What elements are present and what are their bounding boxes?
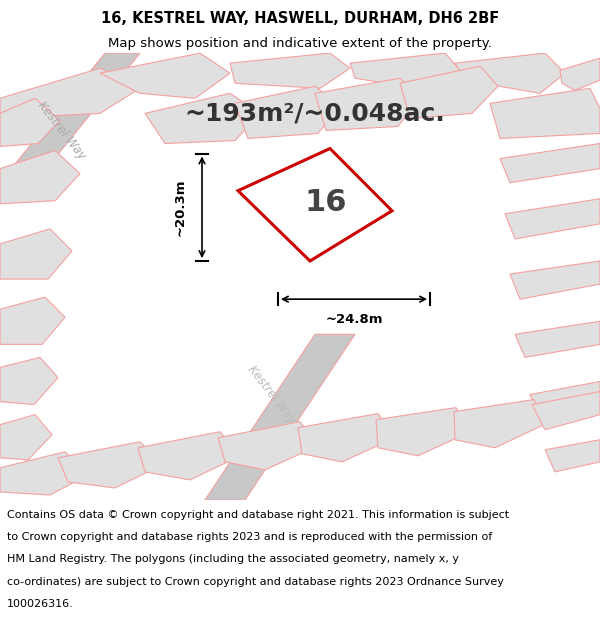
Polygon shape [0,53,140,189]
Polygon shape [0,452,88,495]
Polygon shape [530,381,600,418]
Polygon shape [455,53,565,93]
Text: Contains OS data © Crown copyright and database right 2021. This information is : Contains OS data © Crown copyright and d… [7,510,509,520]
Polygon shape [532,391,600,430]
Polygon shape [490,88,600,139]
Polygon shape [238,149,392,261]
Polygon shape [218,422,318,470]
Polygon shape [0,229,72,279]
Text: 16, KESTREL WAY, HASWELL, DURHAM, DH6 2BF: 16, KESTREL WAY, HASWELL, DURHAM, DH6 2B… [101,11,499,26]
Polygon shape [350,53,460,90]
Text: ~193m²/~0.048ac.: ~193m²/~0.048ac. [185,101,445,126]
Polygon shape [58,442,162,488]
Polygon shape [376,408,470,456]
Text: Map shows position and indicative extent of the property.: Map shows position and indicative extent… [108,38,492,50]
Polygon shape [0,414,52,460]
Polygon shape [500,144,600,182]
Text: to Crown copyright and database rights 2023 and is reproduced with the permissio: to Crown copyright and database rights 2… [7,532,493,542]
Polygon shape [0,357,58,404]
Polygon shape [315,78,420,131]
Polygon shape [0,151,80,204]
Polygon shape [510,261,600,299]
Text: Kestrel Way: Kestrel Way [245,363,299,426]
Text: ~24.8m: ~24.8m [325,312,383,326]
Text: 16: 16 [304,188,347,218]
Polygon shape [100,53,230,98]
Polygon shape [545,440,600,472]
Polygon shape [0,68,140,118]
Polygon shape [230,53,350,88]
Polygon shape [515,321,600,357]
Polygon shape [138,432,240,480]
Text: 100026316.: 100026316. [7,599,74,609]
Polygon shape [400,66,498,118]
Polygon shape [505,199,600,239]
Polygon shape [235,86,340,139]
Polygon shape [205,334,355,500]
Polygon shape [298,414,395,462]
Text: ~20.3m: ~20.3m [173,179,187,236]
Polygon shape [560,58,600,90]
Polygon shape [0,98,60,146]
Polygon shape [0,297,65,344]
Polygon shape [145,93,260,144]
Polygon shape [454,399,546,448]
Text: Kestrel Way: Kestrel Way [35,99,89,162]
Text: HM Land Registry. The polygons (including the associated geometry, namely x, y: HM Land Registry. The polygons (includin… [7,554,459,564]
Text: co-ordinates) are subject to Crown copyright and database rights 2023 Ordnance S: co-ordinates) are subject to Crown copyr… [7,577,504,587]
